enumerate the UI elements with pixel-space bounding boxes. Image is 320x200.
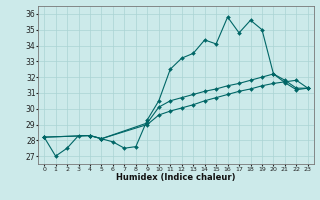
X-axis label: Humidex (Indice chaleur): Humidex (Indice chaleur) <box>116 173 236 182</box>
